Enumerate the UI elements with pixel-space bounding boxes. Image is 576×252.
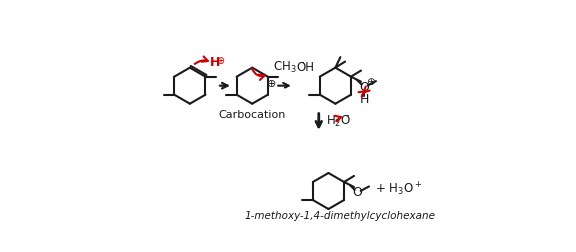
Text: H: H [210,56,221,70]
Text: ÖH: ÖH [297,61,314,74]
Text: 1-methoxy-1,4-dimethylcyclohexane: 1-methoxy-1,4-dimethylcyclohexane [244,211,435,221]
Text: H$_2$Ö: H$_2$Ö [325,114,351,129]
Text: + H$_3$O$^+$: + H$_3$O$^+$ [376,181,422,199]
Text: O: O [353,186,362,199]
Text: O: O [359,81,369,94]
Text: $\oplus$: $\oplus$ [266,78,276,89]
Text: Carbocation: Carbocation [218,110,286,119]
Text: H: H [359,93,369,106]
Text: CH$_3$: CH$_3$ [273,60,297,75]
Text: $\oplus$: $\oplus$ [366,76,376,87]
Text: $\oplus$: $\oplus$ [216,55,225,66]
